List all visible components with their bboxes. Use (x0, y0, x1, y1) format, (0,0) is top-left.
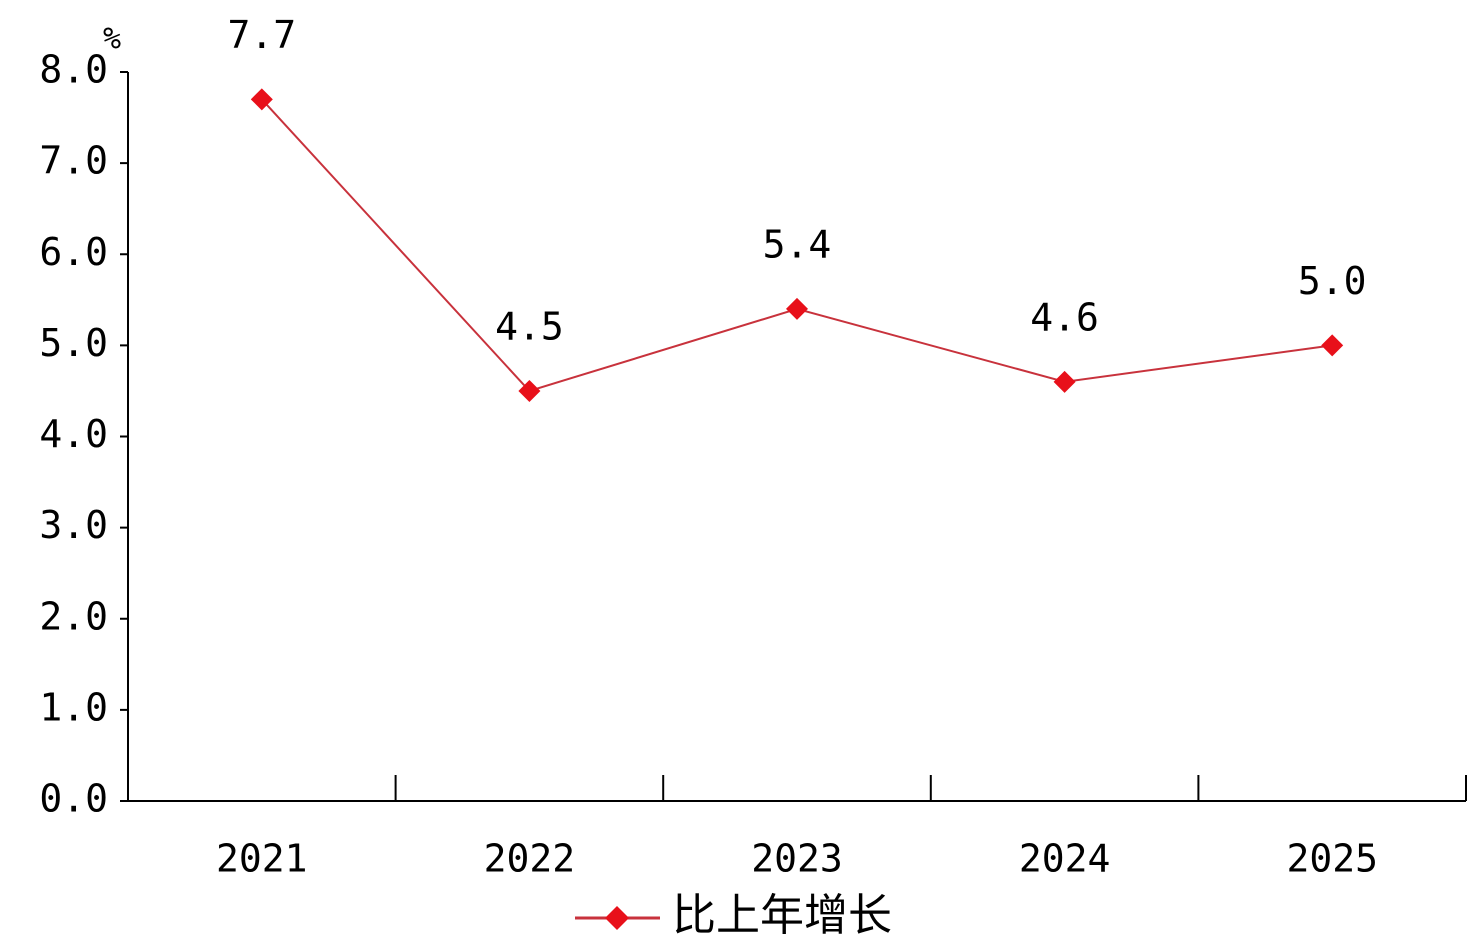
x-tick-label: 2021 (216, 837, 308, 881)
y-tick-label: 4.0 (39, 412, 108, 456)
data-label: 7.7 (227, 13, 296, 57)
y-tick-label: 3.0 (39, 503, 108, 547)
legend-marker (605, 906, 629, 930)
y-tick-label: 7.0 (39, 139, 108, 183)
data-point (786, 297, 808, 320)
y-tick-label: 1.0 (39, 685, 108, 729)
data-point (250, 88, 273, 111)
x-tick-label: 2024 (1019, 837, 1111, 881)
data-point (1321, 334, 1344, 357)
data-label: 4.6 (1030, 295, 1099, 339)
y-tick-label: 5.0 (39, 321, 108, 365)
x-tick-label: 2023 (751, 837, 843, 881)
legend-label: 比上年增长 (672, 890, 892, 941)
data-label: 5.0 (1298, 259, 1367, 303)
data-label: 4.5 (495, 304, 564, 348)
y-tick-label: 6.0 (39, 230, 108, 274)
y-tick-label: 0.0 (39, 777, 108, 821)
data-point (518, 379, 541, 402)
x-tick-label: 2025 (1286, 837, 1378, 881)
y-axis-unit: % (103, 22, 121, 57)
y-tick-label: 2.0 (39, 594, 108, 638)
x-tick-label: 2022 (484, 837, 576, 881)
y-tick-label: 8.0 (39, 48, 108, 92)
data-label: 5.4 (763, 222, 832, 266)
data-point (1053, 370, 1076, 393)
